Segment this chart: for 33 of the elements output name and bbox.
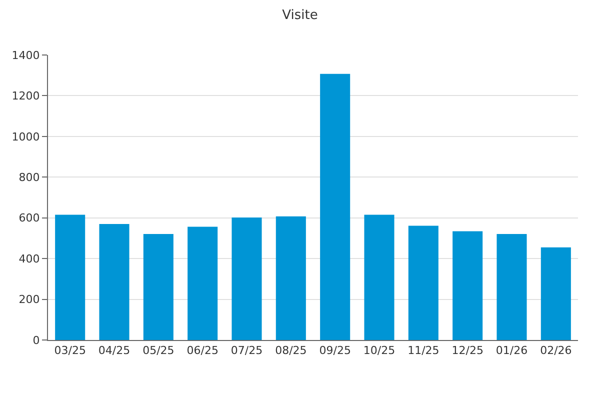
y-tick-label: 200 [18,293,40,306]
x-tick-label: 03/25 [54,344,86,358]
x-tick-label: 02/26 [540,344,572,358]
x-tick-label: 09/25 [319,344,351,358]
bar [99,224,130,340]
x-tick-label: 08/25 [275,344,307,358]
y-tick-label: 600 [18,212,40,225]
x-tick-label: 01/26 [496,344,528,358]
bar [496,234,527,340]
x-tick-label: 06/25 [186,344,218,358]
x-tick-label: 10/25 [363,344,396,358]
bar [452,231,483,340]
y-tick-label: 0 [32,334,40,347]
x-tick-label: 04/25 [98,344,130,358]
bar [232,217,262,340]
y-tick-label: 800 [18,170,40,184]
x-tick-label: 11/25 [408,344,440,358]
bar [188,226,218,340]
chart-title: Visite [282,8,318,24]
x-tick-label: 07/25 [230,344,263,358]
y-tick-label: 1400 [12,48,40,62]
bar [55,214,86,340]
bar [143,234,174,340]
bar [320,74,350,340]
x-tick-label: 05/25 [142,344,174,358]
bar [408,226,438,340]
bar [364,214,394,340]
y-tick-label: 400 [18,252,40,266]
x-tick-label: 12/25 [452,344,484,358]
y-tick-label: 1000 [12,130,40,144]
bar [276,216,306,340]
bar [540,247,571,340]
y-tick-label: 1200 [12,90,40,103]
